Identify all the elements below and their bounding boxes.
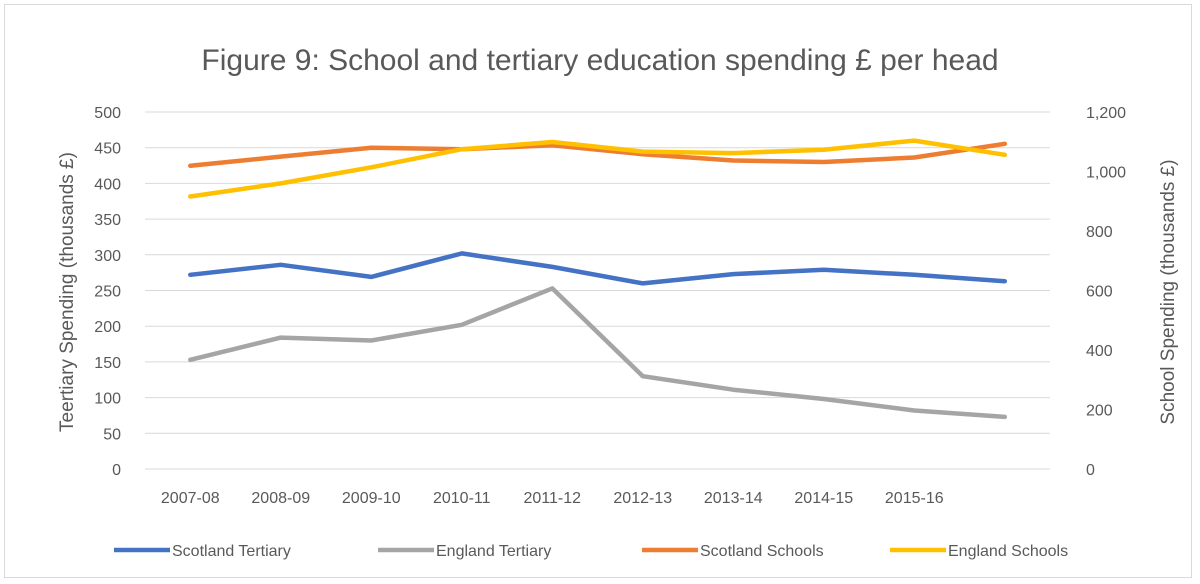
legend-label: Scotland Schools [700,543,824,560]
x-tick-label: 2011-12 [523,490,581,507]
series-line-scotland-schools [188,141,1008,169]
x-axis-ticks: 2007-08 2008-09 2009-10 2010-11 2011-12 2012-… [161,490,944,507]
left-tick-label: 200 [94,319,121,336]
x-tick-label: 2012-13 [613,490,672,507]
right-tick-label: 800 [1086,224,1113,241]
series-line-england-schools [188,138,1008,199]
series-line-scotland-tertiary [188,251,1008,286]
series-lines [188,138,1008,420]
x-tick-label: 2007-08 [161,490,220,507]
legend-label: England Tertiary [436,543,551,560]
left-tick-label: 400 [94,176,121,193]
right-axis-ticks: 0 200 400 600 800 1,000 1,200 [1086,105,1126,479]
right-tick-label: 400 [1086,343,1113,360]
x-tick-label: 2014-15 [794,490,853,507]
series-line-england-tertiary [188,286,1008,420]
left-tick-label: 300 [94,248,121,265]
left-tick-label: 150 [94,355,121,372]
right-tick-label: 600 [1086,284,1113,301]
x-tick-label: 2009-10 [342,490,401,507]
left-axis-ticks: 0 50 100 150 200 250 300 350 400 450 500 [94,105,121,479]
left-tick-label: 250 [94,284,121,301]
right-tick-label: 0 [1086,462,1095,479]
legend-label: England Schools [948,543,1068,560]
left-axis-title: Teertiary Spending (thousands £) [57,152,78,432]
left-tick-label: 100 [94,391,121,408]
x-tick-label: 2015-16 [885,490,944,507]
x-tick-label: 2010-11 [433,490,491,507]
left-tick-label: 450 [94,141,121,158]
x-tick-label: 2013-14 [704,490,763,507]
left-tick-label: 0 [112,462,121,479]
chart-title: Figure 9: School and tertiary education … [201,44,998,77]
right-tick-label: 1,000 [1086,165,1126,182]
legend: Scotland Tertiary England Tertiary Scotlan… [114,543,1068,560]
legend-label: Scotland Tertiary [172,543,291,560]
left-tick-label: 500 [94,105,121,122]
right-tick-label: 200 [1086,403,1113,420]
x-tick-label: 2008-09 [251,490,310,507]
left-tick-label: 350 [94,212,121,229]
gridlines [145,111,1050,470]
right-tick-label: 1,200 [1086,105,1126,122]
right-axis-title: School Spending (thousands £) [1158,159,1179,424]
left-tick-label: 50 [103,426,121,443]
